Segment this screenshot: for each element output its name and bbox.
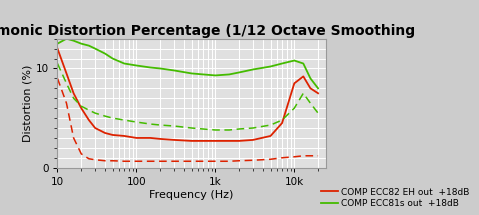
Legend: COMP ECC82 EH out  +18dB, COMP ECC81s out  +18dB: COMP ECC82 EH out +18dB, COMP ECC81s out… <box>321 188 470 208</box>
Title: Harmonic Distortion Percentage (1/12 Octave Smoothing: Harmonic Distortion Percentage (1/12 Oct… <box>0 23 415 38</box>
X-axis label: Frequency (Hz): Frequency (Hz) <box>149 189 234 200</box>
Y-axis label: Distortion (%): Distortion (%) <box>23 64 33 142</box>
